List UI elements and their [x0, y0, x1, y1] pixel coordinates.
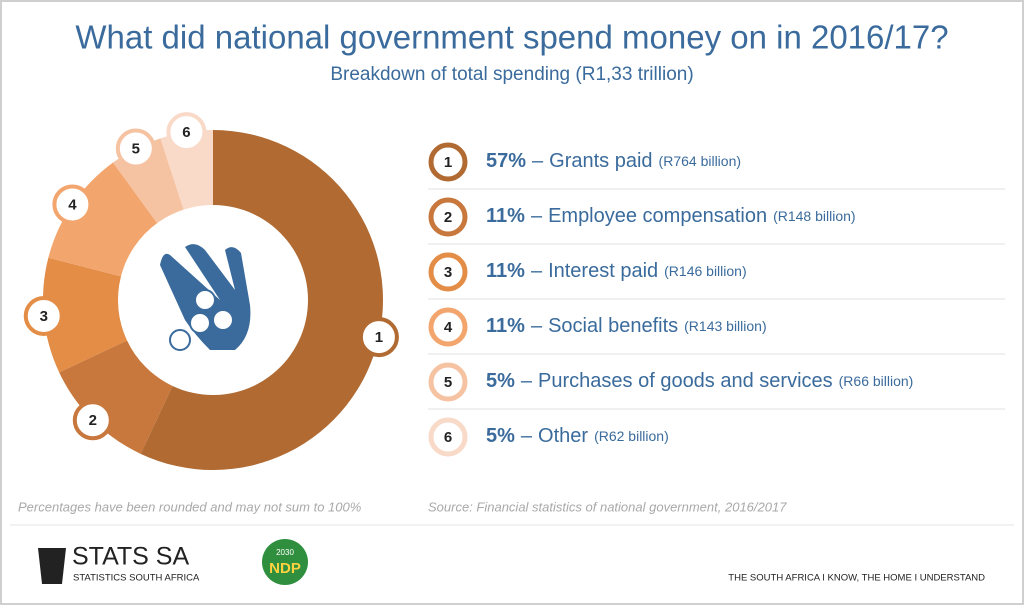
legend-separator: –	[531, 205, 543, 227]
slice-marker	[52, 184, 93, 225]
legend-category: Other	[538, 425, 588, 447]
note: Percentages have been rounded and may no…	[18, 499, 361, 514]
stats-logo-mark	[38, 548, 66, 584]
legend-value: 11%	[486, 205, 525, 227]
legend-entry: 11% – Social benefits (R143 billion)	[486, 315, 767, 337]
source: Source: Financial statistics of national…	[428, 499, 787, 514]
legend-category: Purchases of goods and services	[538, 370, 833, 392]
slice-marker	[166, 112, 207, 153]
ndp-logo	[262, 539, 308, 585]
legend-category: Interest paid	[548, 260, 658, 282]
slice	[59, 340, 173, 454]
slice-marker-label: 3	[40, 308, 48, 325]
legend-category: Grants paid	[549, 150, 652, 172]
legend-category: Employee compensation	[548, 205, 767, 227]
legend-marker-label: 3	[444, 264, 452, 281]
slice-marker-label: 2	[89, 412, 97, 429]
slice-marker	[72, 400, 113, 441]
legend-separator: –	[531, 260, 543, 282]
legend-amount: (R143 billion)	[684, 318, 766, 334]
slice-marker	[23, 295, 64, 336]
legend-marker	[428, 362, 468, 402]
legend-separator: –	[521, 370, 533, 392]
logo-sub: STATISTICS SOUTH AFRICA	[73, 573, 200, 584]
legend-marker-label: 1	[444, 154, 452, 171]
slice-marker-label: 5	[132, 140, 140, 157]
legend-marker	[428, 307, 468, 347]
legend-marker-label: 5	[444, 374, 452, 391]
hand-icon	[160, 244, 251, 351]
legend-separator: –	[532, 150, 544, 172]
slice	[42, 257, 128, 373]
legend-value: 57%	[486, 150, 526, 172]
legend-entry: 5% – Other (R62 billion)	[486, 425, 669, 447]
legend-marker	[428, 417, 468, 457]
legend-entry: 11% – Interest paid (R146 billion)	[486, 260, 747, 282]
chart-subtitle: Breakdown of total spending (R1,33 trill…	[330, 64, 693, 85]
legend-marker-label: 2	[444, 209, 452, 226]
chart-title: What did national government spend money…	[75, 19, 948, 56]
legend: 1 57% – Grants paid (R764 billion)2 11% – Emplo…	[428, 142, 1005, 457]
legend-marker-label: 4	[444, 319, 453, 336]
ndp-year: 2030	[276, 548, 294, 557]
legend-separator: –	[521, 425, 533, 447]
legend-amount: (R62 billion)	[594, 428, 669, 444]
legend-value: 5%	[486, 370, 515, 392]
legend-entry: 11% – Employee compensation (R148 billion)	[486, 205, 856, 227]
legend-category: Social benefits	[548, 315, 678, 337]
slice-marker-label: 6	[182, 124, 190, 141]
coins	[169, 289, 234, 351]
slice-marker	[115, 128, 156, 169]
legend-marker-label: 6	[444, 429, 452, 446]
legend-entry: 5% – Purchases of goods and services (R66 b…	[486, 370, 913, 392]
slice-marker-label: 4	[68, 196, 77, 213]
legend-marker	[428, 252, 468, 292]
legend-amount: (R764 billion)	[659, 153, 741, 169]
legend-entry: 57% – Grants paid (R764 billion)	[486, 150, 741, 172]
slice-marker-label: 1	[375, 329, 383, 346]
legend-amount: (R148 billion)	[773, 208, 855, 224]
slogan: THE SOUTH AFRICA I KNOW, THE HOME I UNDE…	[728, 573, 985, 584]
logo: STATS SA	[72, 543, 189, 571]
legend-amount: (R146 billion)	[664, 263, 746, 279]
legend-value: 11%	[486, 315, 525, 337]
ndp: NDP	[269, 560, 301, 577]
legend-marker	[428, 142, 468, 182]
legend-marker	[428, 197, 468, 237]
slice	[48, 162, 158, 277]
legend-value: 11%	[486, 260, 525, 282]
slice-marker	[358, 317, 399, 358]
donut: 1 2 3 4 5 6	[23, 112, 399, 470]
legend-amount: (R66 billion)	[839, 373, 914, 389]
legend-value: 5%	[486, 425, 515, 447]
legend-separator: –	[531, 315, 543, 337]
slice	[160, 130, 213, 210]
slice	[140, 130, 383, 470]
